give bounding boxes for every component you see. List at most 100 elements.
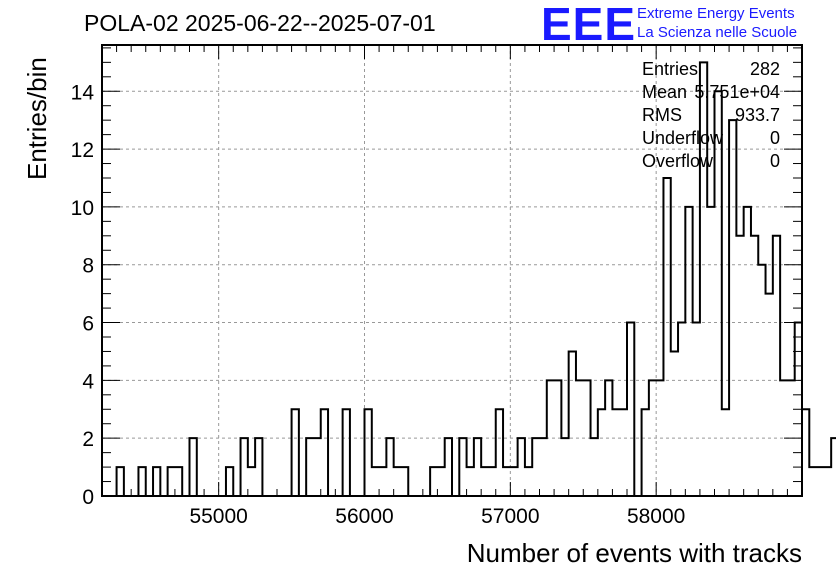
histogram-bin xyxy=(313,438,320,496)
x-tick-label: 55000 xyxy=(189,505,247,528)
histogram-bin xyxy=(255,438,262,496)
y-tick-label: 6 xyxy=(82,313,94,336)
histogram-bin xyxy=(722,409,729,496)
histogram-bin xyxy=(437,467,444,496)
x-tick-label: 58000 xyxy=(627,505,685,528)
histogram-bin xyxy=(481,467,488,496)
histogram-bin xyxy=(736,236,743,496)
histogram-bin xyxy=(824,467,831,496)
histogram-bin xyxy=(773,236,780,496)
histogram-bin xyxy=(561,438,568,496)
histogram-bin xyxy=(554,380,561,496)
histogram-bin xyxy=(379,467,386,496)
stat-value: 0 xyxy=(769,151,780,171)
logo-line-2: La Scienza nelle Scuole xyxy=(637,24,798,41)
stats-box: Entries 282 Mean 5.751e+04 RMS 933.7 Und… xyxy=(642,58,780,173)
histogram-bin xyxy=(583,380,590,496)
y-tick-label: 14 xyxy=(71,81,95,104)
histogram-bin xyxy=(766,294,773,496)
stat-row-rms: RMS 933.7 xyxy=(642,104,780,127)
histogram-bin xyxy=(503,467,510,496)
histogram-bin xyxy=(532,438,539,496)
y-tick-label: 4 xyxy=(82,370,94,393)
stat-row-entries: Entries 282 xyxy=(642,58,780,81)
histogram-bin xyxy=(817,467,824,496)
histogram-bin xyxy=(445,438,452,496)
stat-row-overflow: Overflow 0 xyxy=(642,150,780,173)
histogram-bin xyxy=(153,467,160,496)
histogram-bin xyxy=(190,438,197,496)
histogram-bin xyxy=(138,467,145,496)
y-tick-label: 0 xyxy=(82,486,94,509)
histogram-bin xyxy=(678,323,685,496)
histogram-bin xyxy=(430,467,437,496)
stat-label: RMS xyxy=(642,105,682,125)
histogram-bin xyxy=(241,438,248,496)
y-tick-label: 12 xyxy=(71,139,94,162)
histogram-bin xyxy=(598,409,605,496)
histogram-bin xyxy=(518,438,525,496)
histogram-bin xyxy=(729,120,736,496)
histogram-bin xyxy=(569,351,576,496)
histogram-bin xyxy=(620,409,627,496)
histogram-bin xyxy=(496,409,503,496)
histogram-bin xyxy=(656,380,663,496)
histogram-bin xyxy=(117,467,124,496)
y-tick-label: 10 xyxy=(71,197,94,220)
histogram-bin xyxy=(693,323,700,496)
histogram-bin xyxy=(459,438,466,496)
histogram-bin xyxy=(306,438,313,496)
histogram-bin xyxy=(576,380,583,496)
histogram-bin xyxy=(744,207,751,496)
histogram-bin xyxy=(605,380,612,496)
histogram-bin xyxy=(642,409,649,496)
histogram-bin xyxy=(394,467,401,496)
stat-row-mean: Mean 5.751e+04 xyxy=(642,81,780,104)
histogram-bin xyxy=(663,178,670,496)
histogram-bin xyxy=(510,467,517,496)
stat-value: 933.7 xyxy=(734,105,780,125)
stat-row-underflow: Underflow 0 xyxy=(642,127,780,150)
stat-label: Underflow xyxy=(642,128,724,148)
logo-line-1: Extreme Energy Events xyxy=(637,5,795,22)
histogram-bin xyxy=(685,207,692,496)
histogram-bin xyxy=(365,409,372,496)
histogram-bin xyxy=(627,323,634,496)
histogram-series xyxy=(102,61,836,497)
histogram-bin xyxy=(372,467,379,496)
histogram-bin xyxy=(226,467,233,496)
histogram-bin xyxy=(467,467,474,496)
x-tick-label: 56000 xyxy=(335,505,393,528)
y-tick-label: 8 xyxy=(82,255,94,278)
histogram-bin xyxy=(649,380,656,496)
histogram-bin xyxy=(707,207,714,496)
histogram-bin xyxy=(292,409,299,496)
histogram-bin xyxy=(612,409,619,496)
stat-label: Overflow xyxy=(642,151,714,171)
histogram-bin xyxy=(802,409,809,496)
histogram-bin xyxy=(343,409,350,496)
logo-caption: Extreme Energy Events La Scienza nelle S… xyxy=(637,4,797,42)
histogram-bin xyxy=(831,438,836,496)
y-axis-label: Entries/bin xyxy=(22,57,52,180)
histogram-bin xyxy=(488,467,495,496)
stat-label: Entries xyxy=(642,59,699,79)
histogram-bin xyxy=(547,380,554,496)
x-axis-label: Number of events with tracks xyxy=(466,538,802,568)
histogram-bin xyxy=(248,467,255,496)
stat-value: 5.751e+04 xyxy=(694,82,780,102)
histogram-bin xyxy=(474,438,481,496)
histogram-bin xyxy=(525,467,532,496)
histogram-bin xyxy=(321,409,328,496)
histogram-bin xyxy=(386,438,393,496)
histogram-bin xyxy=(540,438,547,496)
y-tick-label: 2 xyxy=(82,428,94,451)
stat-label: Mean xyxy=(642,82,688,102)
x-tick-label: 57000 xyxy=(481,505,539,528)
histogram-bin xyxy=(168,467,175,496)
histogram-bin xyxy=(175,467,182,496)
histogram-bin xyxy=(751,236,758,496)
histogram-bin xyxy=(401,467,408,496)
histogram-bin xyxy=(758,265,765,496)
